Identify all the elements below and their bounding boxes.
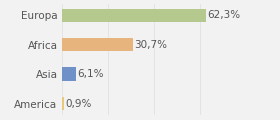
Text: 30,7%: 30,7% [134, 40, 167, 50]
Bar [62, 67, 76, 81]
Text: 6,1%: 6,1% [78, 69, 104, 79]
Text: 62,3%: 62,3% [207, 10, 241, 20]
Bar [62, 9, 206, 22]
Bar [62, 97, 64, 110]
Bar [62, 38, 132, 51]
Text: 0,9%: 0,9% [66, 99, 92, 108]
